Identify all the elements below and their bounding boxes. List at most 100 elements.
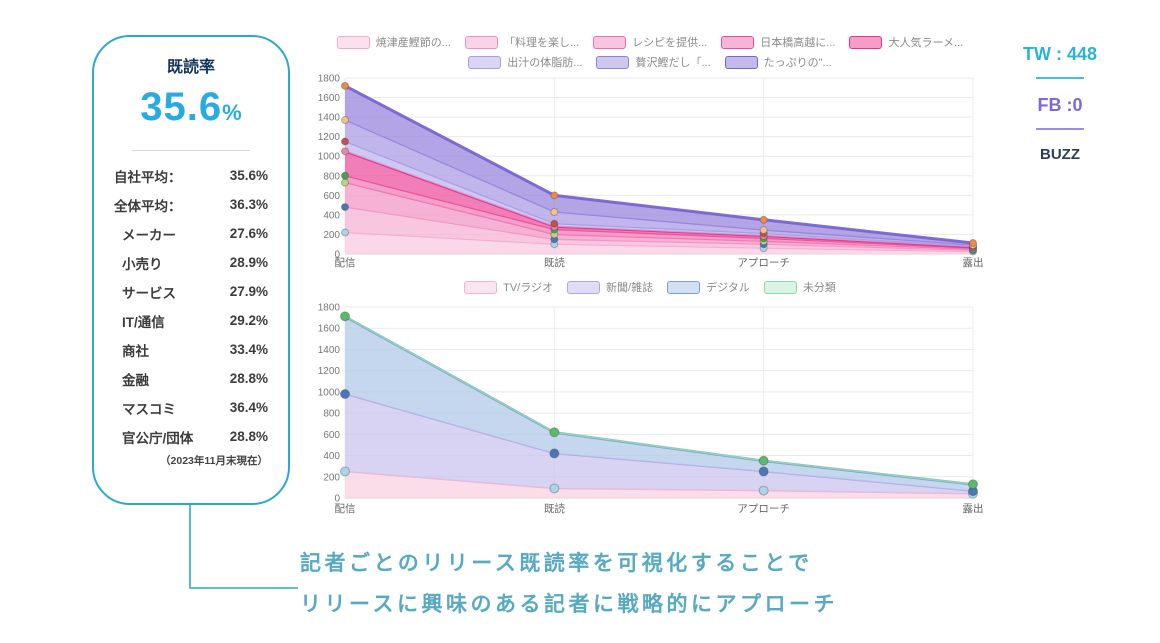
y-tick-label: 1400: [318, 345, 341, 356]
data-point: [341, 81, 349, 90]
data-point: [549, 427, 560, 438]
chart1-legend: 焼津産鰹節の... 「料理を楽し... レシピを提供... 日本橋高越に... 大人気ラ…: [310, 34, 990, 70]
data-point: [759, 226, 768, 235]
legend-label: たっぷりの"...: [763, 57, 832, 69]
y-tick-label: 800: [323, 409, 340, 420]
data-point: [341, 171, 349, 180]
y-tick-label: 400: [323, 210, 340, 221]
stat-row: IT/通信 29.2%: [114, 306, 268, 335]
stat-value: 28.9%: [229, 255, 268, 270]
legend-label: 新聞/雑誌: [606, 282, 654, 294]
legend-label: TV/ラジオ: [503, 282, 554, 294]
stat-label: 金融: [122, 372, 149, 388]
read-rate-panel: 既読率 35.6% 自社平均： 35.6% 全体平均： 36.3% メーカー 27.6% 小…: [92, 35, 290, 505]
connector-line: [189, 503, 298, 589]
stat-row: 小売り 28.9%: [114, 248, 268, 277]
read-rate-unit: %: [222, 100, 242, 125]
data-point: [968, 479, 978, 490]
social-stat-rule: [1036, 128, 1084, 130]
legend-item: 未分類: [763, 279, 836, 295]
legend-label: 日本橋高越に...: [760, 37, 836, 49]
legend-row: TV/ラジオ 新聞/雑誌 デジタル 未分類: [464, 279, 836, 295]
legend-label: 出汁の体脂肪...: [507, 57, 583, 69]
stat-label: 官公庁/団体: [122, 430, 194, 446]
chart2-legend: TV/ラジオ 新聞/雑誌 デジタル 未分類: [310, 279, 990, 295]
data-point: [759, 215, 768, 224]
stat-value: 27.9%: [229, 284, 268, 299]
social-stat-label: BUZZ: [1040, 146, 1080, 163]
caption-line1: 記者ごとのリリース既読率を可視化することで: [300, 552, 813, 575]
stacked-area-chart-by-release: 0 200 400 600 800 1000 1200 1400 1600 1800 配信 既読 アプロ…: [318, 74, 984, 270]
caption: 記者ごとのリリース既読率を可視化することで リリースに興味のある記者に戦略的にア…: [300, 543, 838, 625]
y-tick-label: 1000: [318, 387, 341, 398]
read-rate-value: 35.6%: [94, 85, 288, 130]
legend-swatch: [336, 35, 370, 49]
x-tick-label: 露出: [963, 256, 984, 269]
area-band: [345, 141, 973, 248]
stat-value: 35.6%: [229, 168, 268, 183]
area-edge: [344, 315, 974, 485]
data-point: [341, 203, 349, 212]
legend-label: 未分類: [802, 282, 836, 294]
stat-row: 自社平均： 35.6%: [114, 161, 268, 190]
legend-label: 贅沢鰹だし「...: [635, 57, 711, 69]
legend-item: たっぷりの"...: [724, 54, 832, 70]
data-point: [340, 466, 350, 477]
y-tick-label: 200: [323, 230, 340, 241]
y-tick-label: 1600: [318, 93, 341, 104]
data-point: [758, 485, 769, 496]
stacked-area-chart-by-media: 0 200 400 600 800 1000 1200 1400 1600 1800 配信 既読 アプロ…: [318, 303, 984, 516]
data-point: [341, 116, 349, 125]
y-tick-label: 1800: [318, 74, 341, 85]
legend-row: 焼津産鰹節の... 「料理を楽し... レシピを提供... 日本橋高越に... 大人気ラ…: [336, 34, 963, 50]
legend-label: 「料理を楽し...: [503, 37, 580, 49]
legend-item: TV/ラジオ: [464, 279, 553, 295]
legend-item: レシピを提供...: [593, 34, 707, 50]
stat-label: サービス: [122, 285, 176, 301]
y-tick-label: 200: [323, 472, 340, 483]
legend-item: 「料理を楽し...: [464, 34, 580, 50]
area-band: [345, 182, 973, 251]
y-tick-label: 1000: [318, 152, 341, 163]
area-edge: [344, 175, 974, 249]
legend-swatch: [721, 35, 755, 49]
x-tick-label: アプローチ: [737, 503, 790, 515]
stat-value: 36.4%: [229, 400, 268, 415]
y-tick-label: 1800: [318, 303, 341, 314]
legend-label: デジタル: [706, 282, 750, 294]
read-rate-number: 35.6: [140, 85, 223, 129]
area-band: [345, 85, 973, 246]
data-point: [341, 137, 349, 146]
legend-label: レシピを提供...: [632, 37, 708, 49]
legend-row: 出汁の体脂肪... 贅沢鰹だし「... たっぷりの"...: [468, 54, 832, 70]
y-tick-label: 1200: [318, 132, 341, 143]
stat-value: 27.6%: [229, 226, 268, 241]
data-point: [969, 239, 977, 248]
legend-item: 新聞/雑誌: [567, 279, 653, 295]
legend-item: 日本橋高越に...: [721, 34, 835, 50]
stat-label: 全体平均：: [114, 198, 182, 214]
data-point: [550, 191, 559, 200]
legend-label: 大人気ラーメ...: [888, 37, 964, 49]
legend-swatch: [464, 35, 498, 49]
legend-item: 贅沢鰹だし「...: [596, 54, 711, 70]
legend-item: 大人気ラーメ...: [849, 34, 963, 50]
data-point: [340, 311, 350, 322]
stat-row: 金融 28.8%: [114, 364, 268, 393]
legend-swatch: [468, 55, 502, 69]
stat-label: マスコミ: [122, 401, 176, 417]
caption-line2: リリースに興味のある記者に戦略的にアプローチ: [300, 593, 838, 616]
social-stats: TW : 448 FB :0 BUZZ: [1005, 44, 1115, 163]
legend-item: 焼津産鰹節の...: [336, 34, 451, 50]
area-band: [345, 316, 973, 492]
social-stat-item: FB :0: [1005, 95, 1115, 130]
legend-swatch: [763, 280, 797, 294]
stat-row: サービス 27.9%: [114, 277, 268, 306]
stat-row: 全体平均： 36.3%: [114, 190, 268, 219]
y-tick-label: 600: [323, 430, 340, 441]
data-point: [549, 448, 560, 459]
data-point: [550, 207, 559, 216]
stat-label: 自社平均：: [114, 169, 182, 185]
legend-swatch: [667, 280, 701, 294]
data-point: [341, 178, 349, 187]
